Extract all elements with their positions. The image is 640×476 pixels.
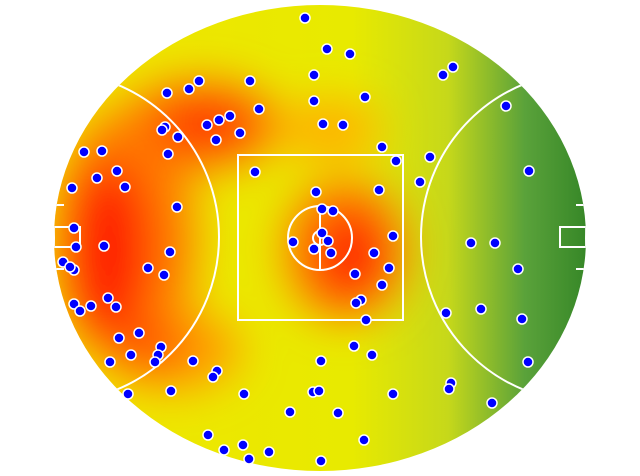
point xyxy=(122,388,134,400)
point xyxy=(315,455,327,467)
point xyxy=(156,124,168,136)
point xyxy=(263,446,275,458)
point xyxy=(113,332,125,344)
point xyxy=(237,439,249,451)
point xyxy=(440,307,452,319)
point xyxy=(158,269,170,281)
point xyxy=(161,87,173,99)
point xyxy=(368,247,380,259)
point xyxy=(74,305,86,317)
point xyxy=(424,151,436,163)
point xyxy=(475,303,487,315)
point xyxy=(70,241,82,253)
point xyxy=(207,371,219,383)
point xyxy=(316,203,328,215)
point xyxy=(202,429,214,441)
point xyxy=(349,268,361,280)
point xyxy=(337,119,349,131)
point xyxy=(523,165,535,177)
point xyxy=(325,247,337,259)
point xyxy=(162,148,174,160)
point xyxy=(110,301,122,313)
point xyxy=(350,297,362,309)
point xyxy=(376,279,388,291)
point xyxy=(66,182,78,194)
point xyxy=(465,237,477,249)
point xyxy=(358,434,370,446)
point xyxy=(489,237,501,249)
point xyxy=(522,356,534,368)
point xyxy=(308,69,320,81)
point xyxy=(183,83,195,95)
point xyxy=(317,118,329,130)
point xyxy=(224,110,236,122)
point xyxy=(387,388,399,400)
point xyxy=(68,222,80,234)
point xyxy=(321,43,333,55)
point xyxy=(104,356,116,368)
point xyxy=(359,91,371,103)
point xyxy=(308,243,320,255)
point xyxy=(187,355,199,367)
point xyxy=(218,444,230,456)
point xyxy=(366,349,378,361)
point xyxy=(387,230,399,242)
point xyxy=(486,397,498,409)
point xyxy=(243,453,255,465)
point xyxy=(64,261,76,273)
point xyxy=(98,240,110,252)
point xyxy=(119,181,131,193)
point xyxy=(238,388,250,400)
point xyxy=(344,48,356,60)
point xyxy=(373,184,385,196)
point xyxy=(96,145,108,157)
point xyxy=(500,100,512,112)
point xyxy=(327,205,339,217)
point xyxy=(313,385,325,397)
point xyxy=(383,262,395,274)
point xyxy=(348,340,360,352)
point xyxy=(390,155,402,167)
point xyxy=(332,407,344,419)
point xyxy=(376,141,388,153)
point xyxy=(437,69,449,81)
point xyxy=(443,383,455,395)
point xyxy=(315,355,327,367)
point xyxy=(414,176,426,188)
point xyxy=(360,314,372,326)
point xyxy=(253,103,265,115)
point xyxy=(193,75,205,87)
point xyxy=(249,166,261,178)
point xyxy=(164,246,176,258)
point xyxy=(125,349,137,361)
point xyxy=(284,406,296,418)
point xyxy=(171,201,183,213)
point xyxy=(244,75,256,87)
point xyxy=(149,356,161,368)
point xyxy=(85,300,97,312)
point xyxy=(210,134,222,146)
point xyxy=(512,263,524,275)
point xyxy=(111,165,123,177)
point xyxy=(133,327,145,339)
point xyxy=(310,186,322,198)
point xyxy=(287,236,299,248)
point xyxy=(234,127,246,139)
point xyxy=(201,119,213,131)
point xyxy=(91,172,103,184)
point xyxy=(308,95,320,107)
point xyxy=(516,313,528,325)
point xyxy=(172,131,184,143)
point xyxy=(316,227,328,239)
point xyxy=(322,235,334,247)
point xyxy=(102,292,114,304)
point xyxy=(142,262,154,274)
point xyxy=(213,114,225,126)
point xyxy=(165,385,177,397)
point xyxy=(299,12,311,24)
point xyxy=(447,61,459,73)
point xyxy=(78,146,90,158)
